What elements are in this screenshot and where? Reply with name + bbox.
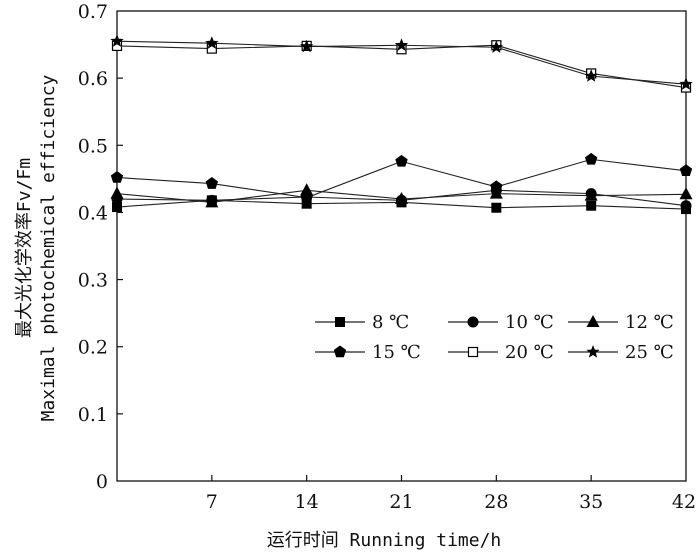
- data-point-3-2: [300, 191, 313, 203]
- legend: 8 ℃ 10 ℃ 12 ℃ 15 ℃ 20 ℃ 25 ℃: [315, 312, 674, 363]
- y-tick-label: 0: [96, 471, 108, 493]
- data-point-2-4: [489, 186, 503, 199]
- series-layer: [116, 40, 687, 210]
- data-point-5-2: [300, 39, 314, 53]
- x-tick-label: 35: [579, 491, 603, 513]
- y-tick-label: 0.2: [78, 337, 108, 359]
- y-axis-title-cn: 最大光化学效率Fv/Fm: [14, 158, 35, 338]
- legend-entry-2: 12 ℃: [568, 312, 674, 333]
- y-axis-title-en: Maximal photochemical efficiency: [38, 74, 59, 421]
- legend-label: 10 ℃: [505, 312, 554, 333]
- legend-label: 25 ℃: [625, 342, 674, 363]
- y-tick-label: 0.5: [78, 135, 108, 157]
- y-tick-label: 0.1: [78, 404, 108, 426]
- data-point-3-4: [490, 180, 503, 193]
- x-tick-label: 28: [484, 491, 508, 513]
- y-tick-label: 0.7: [78, 1, 108, 23]
- y-tick-label: 0.4: [78, 202, 108, 224]
- data-point-3-1: [205, 177, 219, 189]
- data-point-5-4: [489, 40, 503, 53]
- legend-entry-4: 20 ℃: [448, 342, 554, 363]
- data-point-5-5: [584, 69, 598, 82]
- data-point-2-1: [205, 195, 219, 208]
- data-point-5-3: [394, 38, 409, 51]
- data-point-3-6: [679, 164, 693, 177]
- data-point-2-3: [395, 192, 408, 204]
- markers-layer: [110, 34, 693, 215]
- x-tick-label: 42: [672, 491, 696, 513]
- data-point-0-0: [112, 202, 122, 213]
- data-point-3-3: [395, 154, 408, 167]
- legend-entry-3: 15 ℃: [315, 342, 421, 363]
- data-point-0-2: [301, 198, 312, 209]
- data-point-0-5: [586, 200, 597, 211]
- x-axis-title: 运行时间 Running time/h: [267, 530, 502, 551]
- data-point-5-0: [110, 34, 124, 47]
- y-tick-label: 0.3: [78, 270, 108, 292]
- legend-entry-5: 25 ℃: [568, 342, 674, 363]
- legend-marker: [467, 316, 479, 328]
- legend-label: 20 ℃: [505, 342, 554, 363]
- data-point-3-5: [584, 152, 598, 165]
- legend-entry-0: 8 ℃: [315, 312, 409, 333]
- x-tick-label: 21: [389, 491, 413, 513]
- legend-marker: [333, 345, 347, 358]
- legend-label: 8 ℃: [372, 312, 409, 333]
- data-point-2-5: [584, 188, 598, 201]
- data-point-1-6: [680, 200, 692, 212]
- data-point-3-0: [110, 171, 124, 183]
- data-point-0-4: [491, 202, 502, 213]
- data-point-5-6: [679, 77, 693, 90]
- plot-frame: [116, 10, 687, 482]
- data-point-2-6: [679, 187, 693, 200]
- legend-marker: [335, 317, 345, 327]
- data-point-5-1: [205, 36, 219, 49]
- x-tick-label: 7: [206, 491, 218, 513]
- y-tick-label: 0.6: [78, 68, 108, 90]
- legend-label: 12 ℃: [625, 312, 674, 333]
- data-point-2-2: [300, 183, 314, 196]
- legend-marker: [467, 346, 479, 358]
- x-tick-label: 14: [295, 491, 319, 513]
- data-point-2-0: [110, 186, 124, 199]
- legend-marker: [586, 345, 600, 358]
- legend-marker: [586, 315, 600, 327]
- legend-entry-1: 10 ℃: [448, 312, 554, 333]
- ticks: 0 0.1 0.2 0.3 0.4 0.5 0.6 0.7 7 14 21 28 35 42: [78, 1, 696, 513]
- legend-label: 15 ℃: [372, 342, 421, 363]
